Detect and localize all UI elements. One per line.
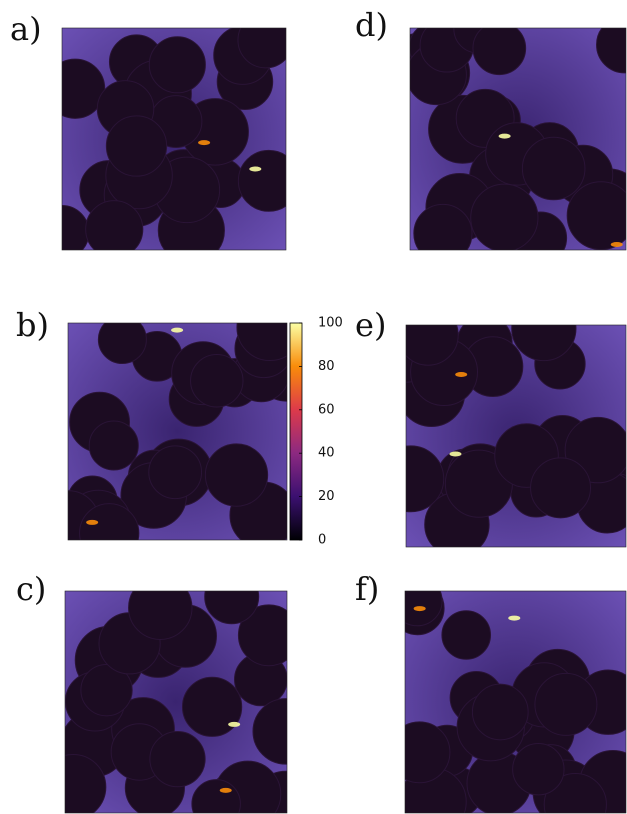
particle (442, 611, 491, 660)
particle (392, 576, 442, 626)
particle (149, 446, 202, 499)
particle (473, 22, 526, 75)
particle (149, 37, 205, 93)
particle (531, 458, 591, 518)
figure: a) b) c) d) e) f) 0 20 40 60 80 100 (0, 0, 627, 814)
colorbar (290, 323, 302, 540)
particle (238, 13, 293, 68)
hot-spot (228, 722, 240, 727)
panel-label: a) (10, 10, 42, 48)
particle (512, 296, 576, 360)
particle (535, 673, 597, 735)
particle (106, 116, 166, 176)
hot-spot (220, 788, 232, 793)
hot-spot (508, 616, 520, 621)
colorbar-tick-label: 40 (318, 446, 335, 461)
particle (129, 576, 192, 639)
particle (86, 201, 143, 258)
particle (182, 677, 241, 736)
panel-label: e) (355, 306, 386, 344)
panel-label: c) (16, 570, 46, 608)
particle (471, 184, 538, 251)
hot-spot (449, 452, 461, 457)
panel-image (393, 5, 627, 264)
hot-spot (499, 134, 511, 139)
particle (472, 684, 528, 740)
hot-spot (414, 606, 426, 611)
panel-image (38, 295, 316, 563)
particle (150, 731, 205, 786)
panel-label: b) (16, 306, 49, 344)
particle (205, 570, 259, 624)
hot-spot (455, 372, 467, 377)
panel-image (389, 576, 627, 814)
panel-label: f) (355, 570, 379, 608)
particle (389, 722, 450, 783)
particle (80, 504, 139, 563)
particle (398, 305, 458, 365)
hot-spot (611, 242, 623, 247)
hot-spot (198, 140, 210, 145)
panel-label: d) (355, 6, 388, 44)
particle (253, 699, 318, 764)
particle (205, 444, 267, 506)
colorbar-tick-label: 0 (318, 533, 326, 548)
panel-image (35, 13, 299, 264)
particle (98, 315, 146, 363)
particle (41, 754, 106, 814)
particle (513, 743, 564, 794)
colorbar-tick-label: 20 (318, 489, 335, 504)
colorbar-tick-label: 100 (318, 316, 343, 331)
colorbar-tick-label: 80 (318, 359, 335, 374)
particle (414, 204, 472, 262)
particle (238, 150, 299, 211)
panel-image (378, 296, 627, 556)
particle (89, 421, 138, 470)
hot-spot (86, 520, 98, 525)
particle (522, 137, 585, 200)
hot-spot (171, 328, 183, 333)
panel-image (41, 570, 319, 814)
particle (378, 446, 444, 512)
particle (191, 355, 243, 407)
hot-spot (249, 166, 261, 171)
particle (46, 59, 105, 118)
colorbar-tick-label: 60 (318, 402, 335, 417)
